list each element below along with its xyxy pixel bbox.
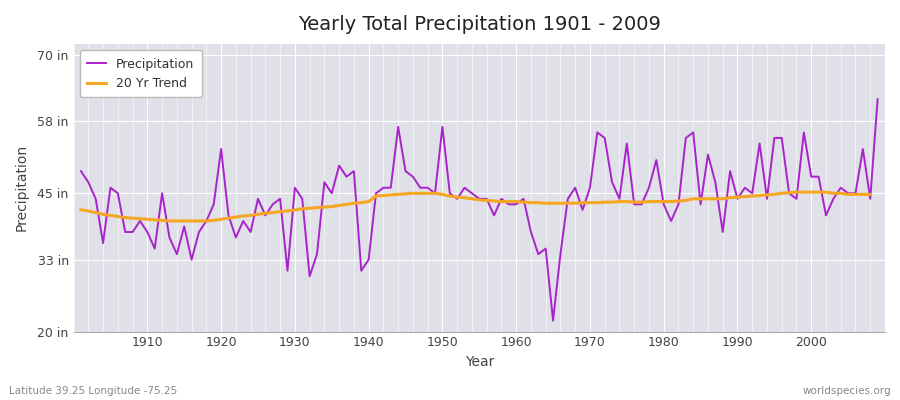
Legend: Precipitation, 20 Yr Trend: Precipitation, 20 Yr Trend xyxy=(80,50,202,97)
Precipitation xyxy=(872,97,883,102)
Y-axis label: Precipitation: Precipitation xyxy=(15,144,29,231)
20 Yr Trend xyxy=(76,208,86,212)
Precipitation xyxy=(76,169,86,174)
Title: Yearly Total Precipitation 1901 - 2009: Yearly Total Precipitation 1901 - 2009 xyxy=(298,15,661,34)
Line: 20 Yr Trend: 20 Yr Trend xyxy=(81,192,870,221)
20 Yr Trend xyxy=(208,218,219,223)
Text: Latitude 39.25 Longitude -75.25: Latitude 39.25 Longitude -75.25 xyxy=(9,386,177,396)
20 Yr Trend xyxy=(761,192,772,197)
Precipitation xyxy=(548,318,559,323)
20 Yr Trend xyxy=(791,190,802,194)
20 Yr Trend xyxy=(157,218,167,223)
X-axis label: Year: Year xyxy=(464,355,494,369)
20 Yr Trend xyxy=(710,196,721,201)
20 Yr Trend xyxy=(164,218,175,223)
Precipitation xyxy=(341,174,352,179)
20 Yr Trend xyxy=(865,192,876,197)
Precipitation xyxy=(135,218,146,223)
Precipitation xyxy=(607,180,617,185)
20 Yr Trend xyxy=(777,191,788,196)
Precipitation xyxy=(503,202,514,207)
Text: worldspecies.org: worldspecies.org xyxy=(803,386,891,396)
Line: Precipitation: Precipitation xyxy=(81,99,878,320)
Precipitation xyxy=(511,202,522,207)
Precipitation xyxy=(297,196,308,201)
20 Yr Trend xyxy=(452,195,463,200)
